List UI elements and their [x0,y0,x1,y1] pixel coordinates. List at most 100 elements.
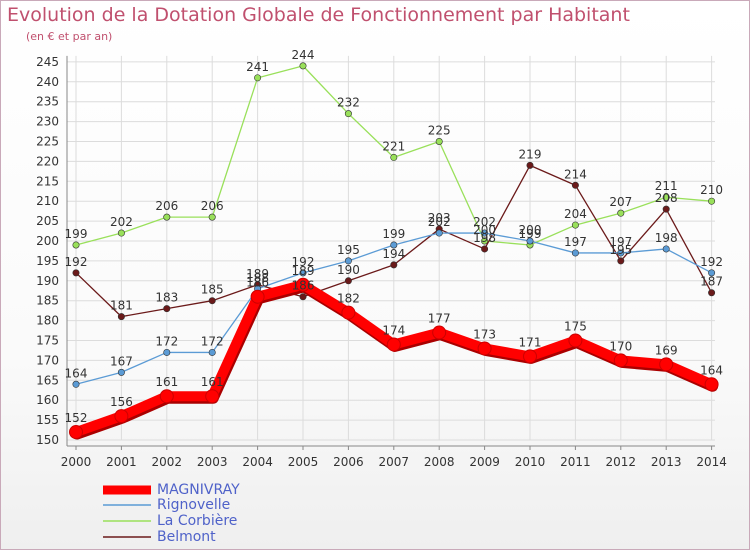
data-point-Belmont [708,289,716,297]
data-label-Belmont: 183 [155,291,178,305]
data-point-Rignovelle [617,249,625,257]
data-label-Rignovelle: 202 [428,215,451,229]
data-label-La Corbière: 244 [292,48,315,62]
data-label-Rignovelle: 167 [110,354,133,368]
data-label-La Corbière: 221 [382,139,405,153]
data-label-MAGNIVRAY: 186 [246,276,269,290]
data-label-MAGNIVRAY: 161 [201,375,224,389]
x-tick-label: 2014 [696,455,727,469]
data-point-MAGNIVRAY [341,305,356,320]
chart-subtitle: (en € et par an) [26,30,113,43]
data-point-MAGNIVRAY [523,349,537,364]
data-label-La Corbière: 207 [609,195,632,209]
data-point-Rignovelle [163,348,171,356]
data-label-Belmont: 181 [110,299,133,313]
data-label-Rignovelle: 198 [655,231,678,245]
data-label-Rignovelle: 172 [201,334,224,348]
data-label-Belmont: 190 [337,263,360,277]
data-point-Belmont [617,257,625,265]
data-point-Rignovelle [526,237,534,245]
data-point-Belmont [117,313,125,321]
data-label-La Corbière: 211 [655,179,678,193]
data-label-Belmont: 214 [564,167,587,181]
grid [67,55,715,441]
data-point-MAGNIVRAY [659,357,674,372]
data-label-Rignovelle: 197 [609,235,632,249]
data-point-MAGNIVRAY [704,377,719,392]
x-tick-label: 2008 [424,455,455,469]
data-point-MAGNIVRAY [114,409,129,424]
y-tick-label: 175 [36,334,59,348]
data-point-MAGNIVRAY [159,389,174,404]
data-point-Belmont [344,277,352,285]
x-tick-label: 2001 [106,455,137,469]
data-label-La Corbière: 200 [473,223,496,237]
data-point-La Corbière [254,74,262,82]
x-tick-label: 2007 [379,455,410,469]
data-label-Belmont: 187 [700,275,723,289]
x-tick-label: 2009 [469,455,500,469]
x-axis: 2000 2001 2002 2003 2004 2005 2006 2007 2008 2009… [61,445,727,469]
data-point-Belmont [390,261,398,269]
data-point-Belmont [208,297,216,305]
y-tick-label: 225 [36,135,59,149]
data-label-Rignovelle: 199 [382,227,405,241]
y-tick-label: 170 [36,353,59,367]
x-tick-label: 2006 [333,455,364,469]
data-label-Belmont: 186 [292,279,315,293]
data-point-Rignovelle [481,229,489,237]
data-label-La Corbière: 199 [519,227,542,241]
data-label-MAGNIVRAY: 169 [655,343,678,357]
data-point-La Corbière [299,62,307,70]
data-point-Rignovelle [344,257,352,265]
data-label-Belmont: 194 [382,247,405,261]
data-point-Rignovelle [299,269,307,277]
data-point-Rignovelle [208,348,216,356]
data-label-MAGNIVRAY: 173 [473,327,496,341]
data-point-MAGNIVRAY [205,389,220,404]
data-point-MAGNIVRAY [432,325,447,340]
data-label-La Corbière: 225 [428,124,451,138]
data-label-Rignovelle: 188 [246,271,269,285]
data-point-MAGNIVRAY [568,333,583,348]
data-point-La Corbière [662,193,670,201]
data-label-Rignovelle: 202 [473,215,496,229]
x-tick-label: 2000 [61,455,92,469]
data-point-Belmont [526,161,534,169]
data-label-La Corbière: 210 [700,183,723,197]
data-point-Rignovelle [72,380,80,388]
x-tick-label: 2012 [606,455,637,469]
y-tick-label: 155 [36,413,59,427]
legend-label-Rignovelle: Rignovelle [157,497,230,513]
y-tick-label: 160 [36,393,59,407]
data-label-MAGNIVRAY: 152 [65,411,88,425]
data-label-Rignovelle: 192 [700,255,723,269]
data-label-Rignovelle: 172 [155,334,178,348]
data-label-MAGNIVRAY: 182 [337,292,360,306]
x-tick-label: 2002 [152,455,183,469]
data-label-La Corbière: 241 [246,60,269,74]
y-tick-label: 200 [36,234,59,248]
y-tick-label: 205 [36,214,59,228]
data-label-Rignovelle: 195 [337,243,360,257]
data-point-La Corbière [72,241,80,249]
data-label-Belmont: 219 [519,147,542,161]
data-label-Rignovelle: 197 [564,235,587,249]
data-point-MAGNIVRAY [386,337,401,352]
y-tick-label: 230 [36,115,59,129]
data-point-La Corbière [435,138,443,146]
data-label-La Corbière: 232 [337,96,360,110]
data-point-Rignovelle [571,249,579,257]
data-point-La Corbière [571,221,579,229]
data-label-Rignovelle: 200 [519,223,542,237]
data-label-La Corbière: 204 [564,207,587,221]
data-point-Belmont [163,305,171,313]
data-label-La Corbière: 202 [110,215,133,229]
data-point-MAGNIVRAY [250,289,265,304]
y-tick-label: 165 [36,373,59,387]
data-label-Belmont: 185 [201,283,224,297]
data-label-MAGNIVRAY: 189 [292,264,315,278]
data-label-Belmont: 189 [246,267,269,281]
